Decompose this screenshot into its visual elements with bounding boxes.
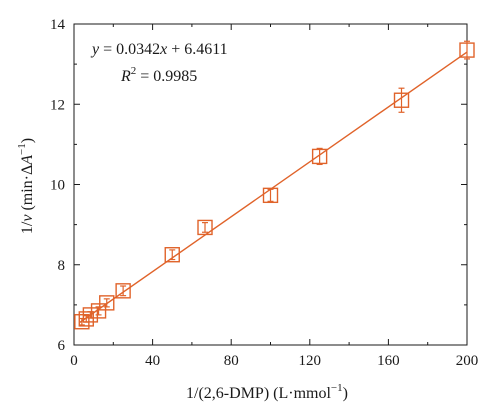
y-tick-label: 12 [50, 97, 65, 113]
square-marker [78, 311, 94, 327]
x-axis-ticks: 0 40 80 120 160 200 [70, 24, 478, 369]
square-marker [90, 303, 107, 319]
data-point [311, 147, 328, 166]
fit-equation: y = 0.0342x + 6.4611 [90, 41, 228, 58]
data-point [99, 295, 115, 311]
x-axis-title: 1/(2,6-DMP) (L·mmol−1) [186, 382, 348, 402]
x-tick-label: 40 [145, 353, 160, 369]
square-marker [262, 187, 279, 204]
square-marker [164, 247, 180, 263]
data-point [262, 187, 279, 204]
x-tick-label: 120 [299, 353, 322, 369]
data-point [164, 247, 180, 263]
x-tick-label: 200 [456, 353, 479, 369]
y-axis-title: 1/v (min·ΔA−1) [16, 138, 36, 234]
plot-area: 0 40 80 120 160 200 6 8 10 12 14 [50, 17, 478, 369]
square-marker [311, 148, 328, 165]
y-tick-label: 10 [50, 178, 65, 194]
y-tick-label: 14 [50, 17, 66, 33]
square-marker [115, 283, 131, 299]
data-point [459, 40, 475, 60]
square-marker [393, 92, 410, 108]
data-markers [74, 40, 475, 330]
x-tick-label: 160 [377, 353, 400, 369]
y-tick-label: 6 [58, 338, 66, 354]
data-point [197, 219, 213, 236]
data-point [115, 283, 131, 299]
x-tick-label: 80 [224, 353, 239, 369]
y-tick-label: 8 [58, 258, 66, 274]
fit-line [79, 51, 468, 323]
data-point [393, 87, 410, 113]
square-marker [197, 219, 213, 236]
x-tick-label: 0 [70, 353, 78, 369]
square-marker [99, 295, 115, 311]
y-axis-ticks: 6 8 10 12 14 [50, 17, 467, 354]
r-squared: R2 = 0.9985 [120, 65, 197, 85]
square-marker [459, 42, 475, 58]
data-point [90, 303, 107, 319]
